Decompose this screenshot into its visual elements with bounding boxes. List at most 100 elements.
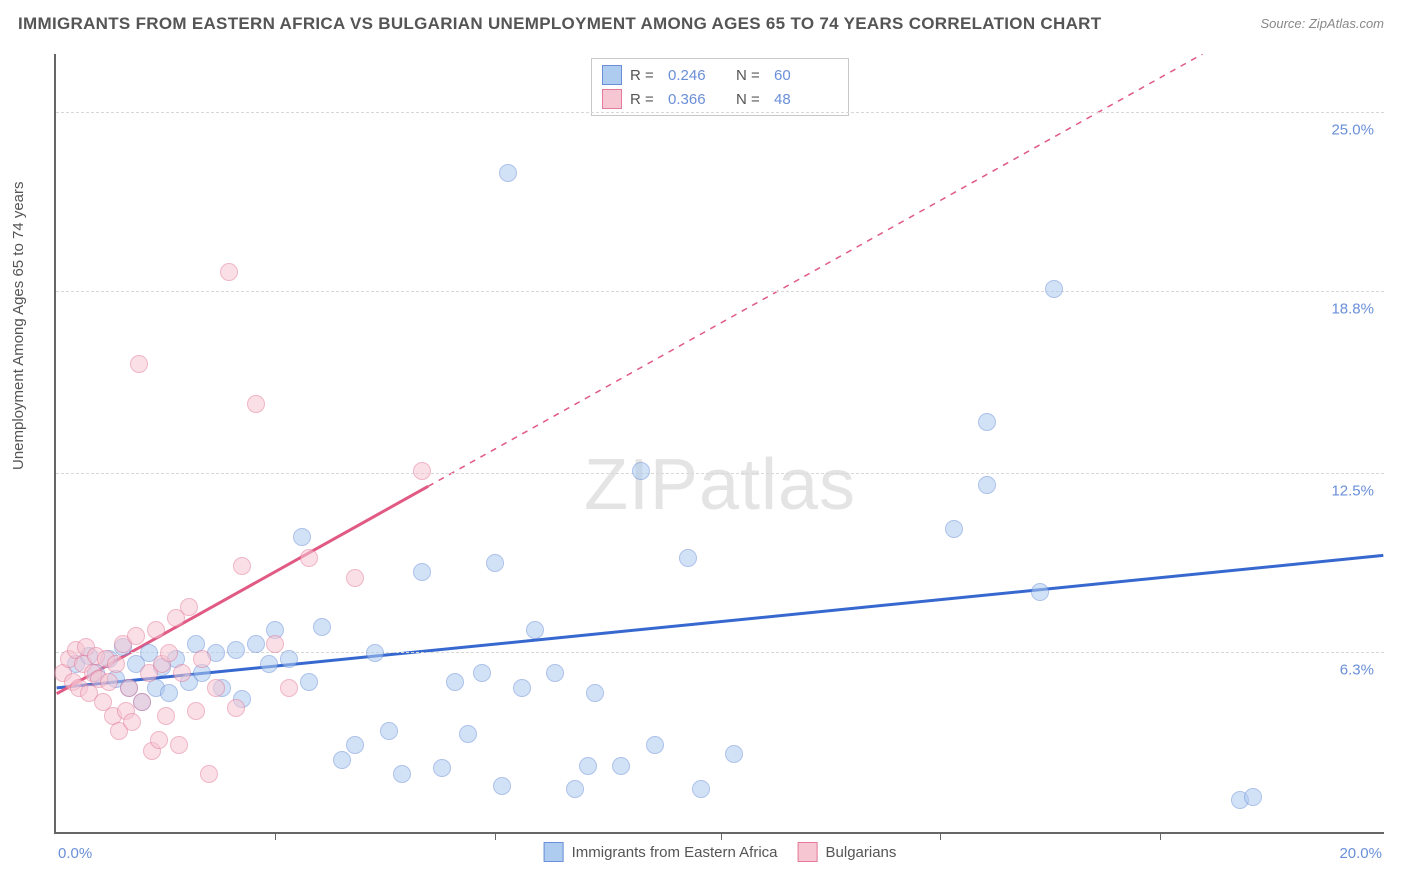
data-point	[260, 655, 278, 673]
x-axis-max-label: 20.0%	[1339, 845, 1382, 862]
data-point	[579, 757, 597, 775]
data-point	[280, 679, 298, 697]
data-point	[978, 413, 996, 431]
x-tick	[721, 832, 722, 840]
data-point	[499, 164, 517, 182]
data-point	[646, 736, 664, 754]
data-point	[945, 520, 963, 538]
x-tick	[495, 832, 496, 840]
data-point	[679, 549, 697, 567]
data-point	[120, 679, 138, 697]
n-value: 60	[774, 67, 834, 84]
data-point	[346, 736, 364, 754]
series-legend: Immigrants from Eastern Africa Bulgarian…	[544, 842, 897, 862]
data-point	[130, 355, 148, 373]
n-label: N =	[736, 67, 766, 84]
y-tick-label: 25.0%	[1331, 121, 1374, 138]
r-label: R =	[630, 91, 660, 108]
legend-label: Immigrants from Eastern Africa	[572, 844, 778, 861]
data-point	[247, 395, 265, 413]
data-point	[160, 644, 178, 662]
data-point	[193, 650, 211, 668]
watermark: ZIPatlas	[584, 444, 856, 526]
data-point	[160, 684, 178, 702]
grid-line	[56, 291, 1384, 292]
data-point	[446, 673, 464, 691]
data-point	[413, 563, 431, 581]
trend-line-dashed	[428, 54, 1202, 486]
data-point	[1031, 583, 1049, 601]
r-value: 0.246	[668, 67, 728, 84]
data-point	[566, 780, 584, 798]
data-point	[280, 650, 298, 668]
data-point	[692, 780, 710, 798]
n-label: N =	[736, 91, 766, 108]
data-point	[180, 598, 198, 616]
legend-swatch	[798, 842, 818, 862]
legend-row: R = 0.246 N = 60	[602, 63, 834, 87]
data-point	[978, 476, 996, 494]
data-point	[513, 679, 531, 697]
data-point	[1244, 788, 1262, 806]
data-point	[725, 745, 743, 763]
data-point	[150, 731, 168, 749]
data-point	[247, 635, 265, 653]
data-point	[313, 618, 331, 636]
data-point	[473, 664, 491, 682]
legend-item: Bulgarians	[798, 842, 897, 862]
trend-lines-layer	[56, 54, 1384, 832]
y-tick-label: 12.5%	[1331, 482, 1374, 499]
data-point	[433, 759, 451, 777]
data-point	[586, 684, 604, 702]
data-point	[107, 655, 125, 673]
legend-swatch	[602, 65, 622, 85]
x-axis-min-label: 0.0%	[58, 845, 92, 862]
data-point	[266, 635, 284, 653]
data-point	[366, 644, 384, 662]
data-point	[233, 557, 251, 575]
legend-row: R = 0.366 N = 48	[602, 87, 834, 111]
data-point	[413, 462, 431, 480]
data-point	[147, 621, 165, 639]
data-point	[207, 679, 225, 697]
source-attribution: Source: ZipAtlas.com	[1260, 16, 1384, 31]
data-point	[100, 673, 118, 691]
correlation-legend: R = 0.246 N = 60 R = 0.366 N = 48	[591, 58, 849, 116]
data-point	[227, 641, 245, 659]
data-point	[526, 621, 544, 639]
data-point	[227, 699, 245, 717]
y-tick-label: 18.8%	[1331, 300, 1374, 317]
data-point	[380, 722, 398, 740]
data-point	[346, 569, 364, 587]
legend-item: Immigrants from Eastern Africa	[544, 842, 778, 862]
data-point	[493, 777, 511, 795]
data-point	[127, 627, 145, 645]
data-point	[157, 707, 175, 725]
data-point	[612, 757, 630, 775]
legend-swatch	[544, 842, 564, 862]
x-tick	[940, 832, 941, 840]
data-point	[486, 554, 504, 572]
data-point	[393, 765, 411, 783]
scatter-plot: ZIPatlas R = 0.246 N = 60 R = 0.366 N = …	[54, 54, 1384, 834]
data-point	[220, 263, 238, 281]
data-point	[187, 702, 205, 720]
legend-label: Bulgarians	[826, 844, 897, 861]
chart-title: IMMIGRANTS FROM EASTERN AFRICA VS BULGAR…	[18, 14, 1101, 34]
grid-line	[56, 473, 1384, 474]
data-point	[173, 664, 191, 682]
data-point	[133, 693, 151, 711]
r-label: R =	[630, 67, 660, 84]
n-value: 48	[774, 91, 834, 108]
data-point	[170, 736, 188, 754]
data-point	[123, 713, 141, 731]
trend-line-solid	[57, 555, 1384, 688]
grid-line	[56, 112, 1384, 113]
y-tick-label: 6.3%	[1340, 662, 1374, 679]
legend-swatch	[602, 89, 622, 109]
x-tick	[275, 832, 276, 840]
data-point	[300, 673, 318, 691]
r-value: 0.366	[668, 91, 728, 108]
data-point	[459, 725, 477, 743]
y-axis-label: Unemployment Among Ages 65 to 74 years	[10, 181, 27, 470]
